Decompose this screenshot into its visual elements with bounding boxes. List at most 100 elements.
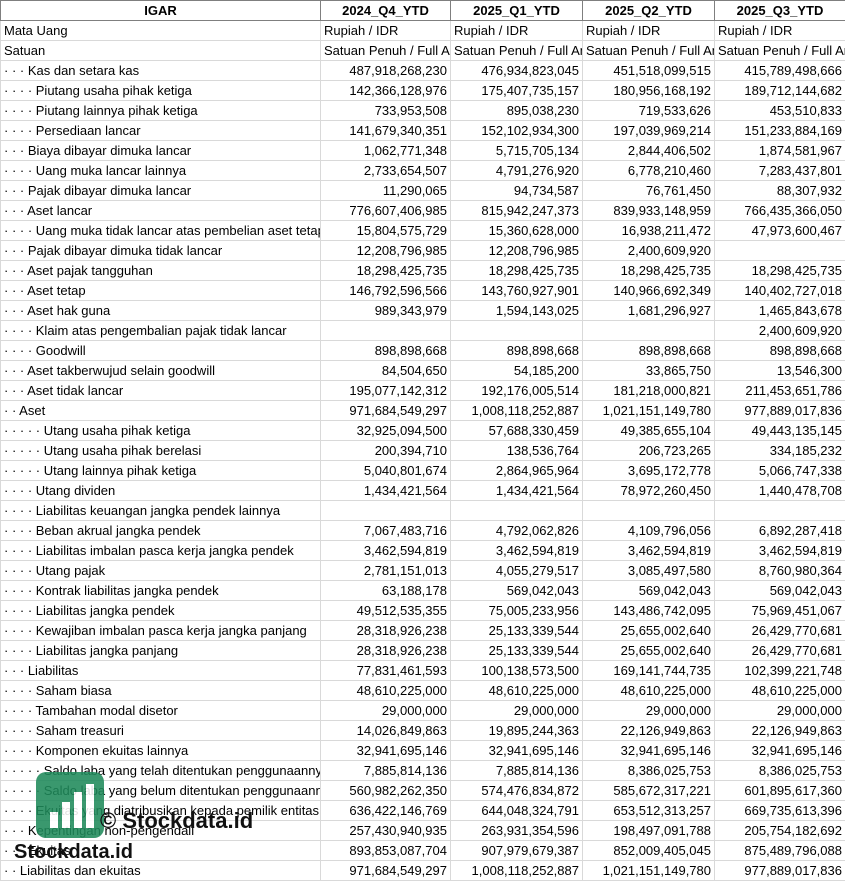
value-cell: 2,733,654,507 [320,160,451,181]
data-row: · · · · Uang muka lancar lainnya 2,733,65… [0,160,845,181]
value-cell: 569,042,043 [582,580,715,601]
data-row: · · · Kas dan setara kas 487,918,268,230 4… [0,60,845,81]
row-label: · · · Aset takberwujud selain goodwill [0,360,321,381]
value-cell: 569,042,043 [450,580,583,601]
value-cell: 1,021,151,149,780 [582,400,715,421]
value-cell: 57,688,330,459 [450,420,583,441]
row-label: · · · · · Saldo laba yang belum ditentuk… [0,780,321,801]
value-cell: 971,684,549,297 [320,400,451,421]
value-cell: 48,610,225,000 [320,680,451,701]
empty-cell [320,320,451,341]
row-label: · · · Aset lancar [0,200,321,221]
value-cell: 3,462,594,819 [582,540,715,561]
value-cell: 32,925,094,500 [320,420,451,441]
row-label: · · · Aset hak guna [0,300,321,321]
value-cell: 18,298,425,735 [450,260,583,281]
row-label: · · · Kas dan setara kas [0,60,321,81]
row-label: · · · · Uang muka lancar lainnya [0,160,321,181]
value-cell: 22,126,949,863 [714,720,845,741]
row-label: · · · · Liabilitas imbalan pasca kerja j… [0,540,321,561]
empty-cell [582,500,715,521]
data-row: · · · · Beban akrual jangka pendek 7,067,… [0,520,845,541]
data-row: · · Liabilitas dan ekuitas 971,684,549,29… [0,860,845,881]
value-cell: 898,898,668 [450,340,583,361]
value-cell: 7,885,814,136 [450,760,583,781]
data-row: · · · Kepentingan non-pengendali 257,430,… [0,820,845,841]
value-cell: 3,085,497,580 [582,560,715,581]
value-cell: 898,898,668 [320,340,451,361]
value-cell: 1,874,581,967 [714,140,845,161]
value-cell: 94,734,587 [450,180,583,201]
value-cell: 334,185,232 [714,440,845,461]
empty-cell [320,500,451,521]
row-label: · · · · Uang muka tidak lancar atas pemb… [0,220,321,241]
row-label: · · Aset [0,400,321,421]
data-row: · · · · Liabilitas imbalan pasca kerja j… [0,540,845,561]
value-cell: 25,655,002,640 [582,620,715,641]
value-cell: 100,138,573,500 [450,660,583,681]
value-cell: Satuan Penuh / Full Amount [320,40,451,61]
value-cell: 8,386,025,753 [714,760,845,781]
row-label: · · · · · Utang usaha pihak berelasi [0,440,321,461]
value-cell: 7,885,814,136 [320,760,451,781]
row-label: · · · · Ekuitas yang diatribusikan kepad… [0,800,321,821]
value-cell: 16,938,211,472 [582,220,715,241]
row-label: · · · Aset pajak tangguhan [0,260,321,281]
value-cell: 989,343,979 [320,300,451,321]
row-label: · · · · Saham treasuri [0,720,321,741]
row-label: · · · Aset tetap [0,280,321,301]
value-cell: 644,048,324,791 [450,800,583,821]
data-row: · · · · Uang muka tidak lancar atas pemb… [0,220,845,241]
row-label: · · · · Kontrak liabilitas jangka pendek [0,580,321,601]
empty-cell [582,320,715,341]
header-cell: IGAR [0,0,321,21]
value-cell: Rupiah / IDR [450,20,583,41]
value-cell: 140,966,692,349 [582,280,715,301]
value-cell: 143,760,927,901 [450,280,583,301]
value-cell: 487,918,268,230 [320,60,451,81]
row-label: · · · · Saham biasa [0,680,321,701]
value-cell: 893,853,087,704 [320,840,451,861]
value-cell: 8,386,025,753 [582,760,715,781]
value-cell: 25,133,339,544 [450,640,583,661]
value-cell: 25,655,002,640 [582,640,715,661]
row-label: · · · Kepentingan non-pengendali [0,820,321,841]
data-row: · · · Pajak dibayar dimuka tidak lancar 1… [0,240,845,261]
value-cell: 895,038,230 [450,100,583,121]
value-cell: 26,429,770,681 [714,620,845,641]
value-cell: 4,055,279,517 [450,560,583,581]
value-cell: 198,497,091,788 [582,820,715,841]
value-cell: 141,679,340,351 [320,120,451,141]
data-row: · · · · Liabilitas jangka panjang 28,318,… [0,640,845,661]
data-row: · · · · Utang pajak 2,781,151,013 4,055,27… [0,560,845,581]
value-cell: 1,594,143,025 [450,300,583,321]
value-cell: 32,941,695,146 [320,740,451,761]
data-row: · · · · Liabilitas keuangan jangka pende… [0,500,845,521]
value-cell: 653,512,313,257 [582,800,715,821]
row-label: · · · · Piutang usaha pihak ketiga [0,80,321,101]
row-label: Satuan [0,40,321,61]
value-cell: 5,040,801,674 [320,460,451,481]
value-cell: 75,005,233,956 [450,600,583,621]
row-label: · · · · Klaim atas pengembalian pajak ti… [0,320,321,341]
data-row: · · · · Komponen ekuitas lainnya 32,941,6… [0,740,845,761]
row-label: · · · · Tambahan modal disetor [0,700,321,721]
value-cell: 25,133,339,544 [450,620,583,641]
value-cell: 839,933,148,959 [582,200,715,221]
value-cell: 815,942,247,373 [450,200,583,221]
value-cell: 32,941,695,146 [714,740,845,761]
value-cell: 76,761,450 [582,180,715,201]
value-cell: 4,791,276,920 [450,160,583,181]
value-cell: 181,218,000,821 [582,380,715,401]
header-cell: 2025_Q3_YTD [714,0,845,21]
value-cell: 453,510,833 [714,100,845,121]
data-row: · · · · · Saldo laba yang belum ditentuk… [0,780,845,801]
value-cell: Satuan Penuh / Full Amount [582,40,715,61]
value-cell: 415,789,498,666 [714,60,845,81]
value-cell: 476,934,823,045 [450,60,583,81]
value-cell: 2,400,609,920 [582,240,715,261]
value-cell: 257,430,940,935 [320,820,451,841]
